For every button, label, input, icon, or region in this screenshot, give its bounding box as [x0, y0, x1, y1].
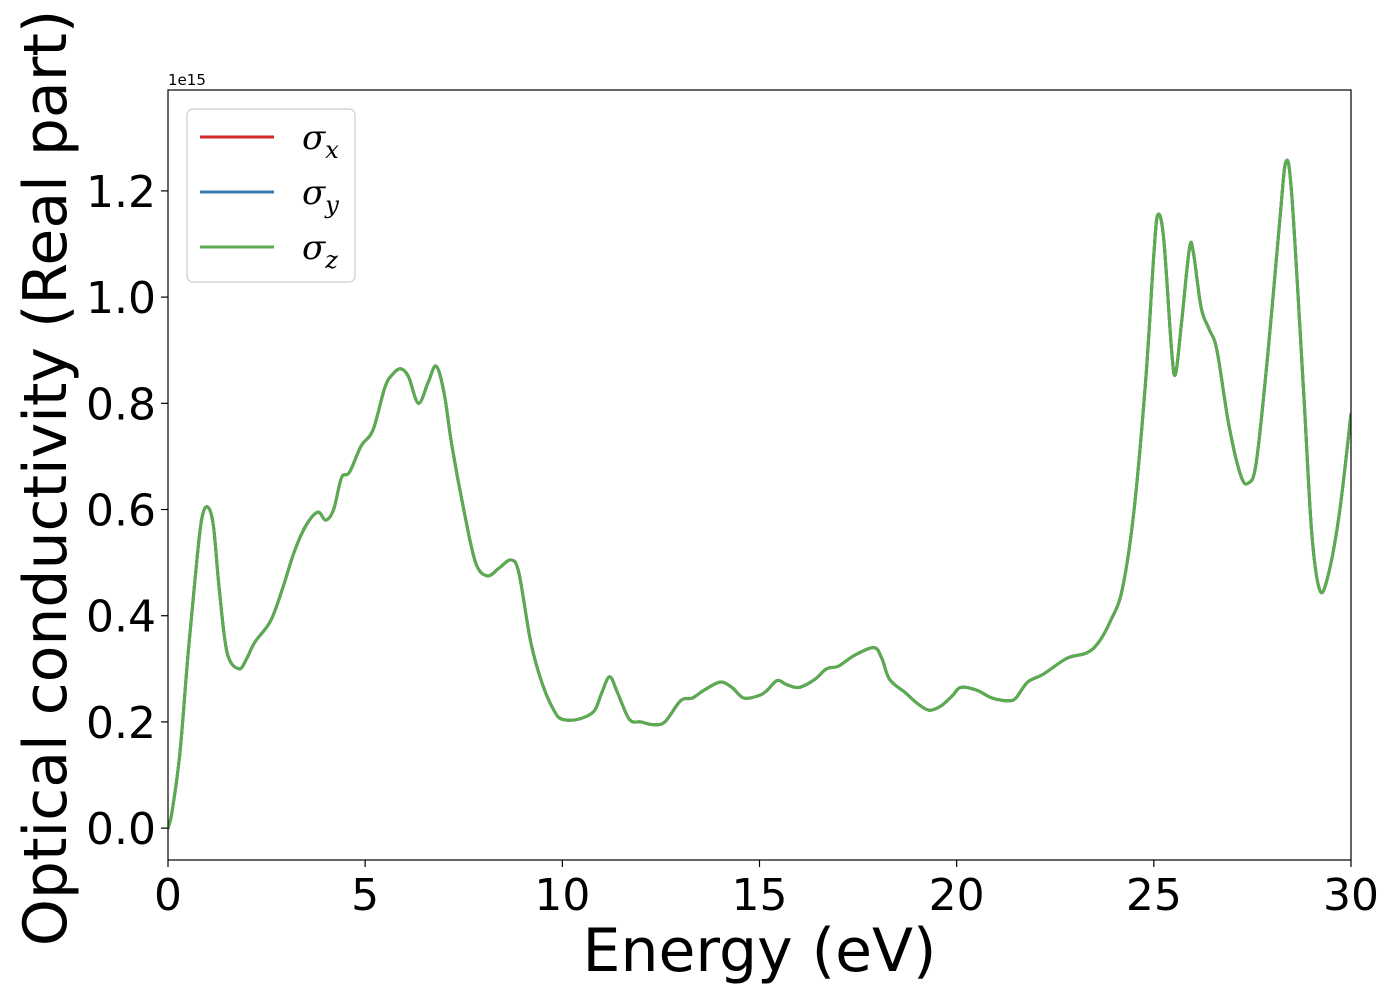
y-tick-label: 0.2: [86, 698, 156, 749]
legend-symbol: σ: [302, 118, 326, 158]
x-tick-label: 25: [1126, 870, 1182, 921]
y-tick-label: 0.8: [86, 379, 156, 430]
plot-area: [167, 89, 1352, 861]
y-offset-label: 1e15: [168, 71, 206, 89]
y-axis-title: Optical conductivity (Real part): [11, 10, 81, 947]
y-tick-label: 0.4: [86, 592, 156, 643]
legend-subscript: x: [325, 136, 339, 164]
x-tick-label: 0: [154, 870, 182, 921]
legend-label-sigma-x: σx: [302, 118, 339, 164]
legend-subscript: z: [324, 246, 338, 274]
x-axis: 0 5 10 15 20 25 30: [154, 860, 1379, 921]
x-tick-label: 5: [351, 870, 379, 921]
y-tick-label: 1.0: [86, 273, 156, 324]
legend-label-sigma-z: σz: [302, 228, 338, 274]
x-tick-label: 15: [732, 870, 788, 921]
series-line-sigma-z: [168, 158, 1351, 830]
y-tick-label: 1.2: [86, 167, 156, 218]
legend-label-sigma-y: σy: [302, 173, 339, 219]
x-tick-label: 20: [929, 870, 985, 921]
x-tick-label: 10: [534, 870, 590, 921]
legend-box: [186, 108, 356, 283]
x-axis-title: Energy (eV): [583, 916, 937, 986]
legend-symbol: σ: [302, 173, 326, 213]
y-tick-label: 0.6: [86, 486, 156, 537]
legend-subscript: y: [324, 191, 339, 219]
legend-symbol: σ: [302, 228, 326, 268]
y-axis: 0.0 0.2 0.4 0.6 0.8 1.0 1.2: [86, 167, 168, 855]
x-tick-label: 30: [1323, 870, 1379, 921]
series-lines: [168, 158, 1351, 830]
y-tick-label: 0.0: [86, 804, 156, 855]
